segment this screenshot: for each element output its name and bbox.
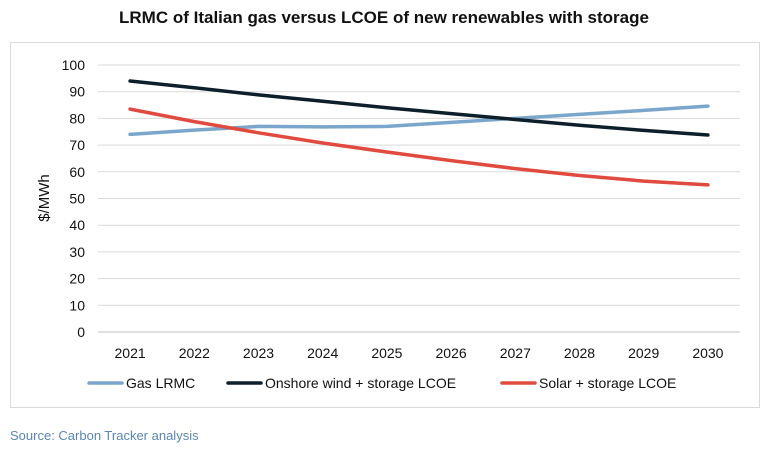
chart-frame bbox=[10, 42, 760, 408]
x-tick-label: 2024 bbox=[307, 345, 338, 361]
x-tick-label: 2026 bbox=[436, 345, 467, 361]
x-axis-ticks: 2021 2022 2023 2024 2025 2026 2027 2028 2029 2030 bbox=[115, 345, 724, 361]
y-tick-label: 30 bbox=[69, 244, 85, 260]
legend: Gas LRMC Onshore wind + storage LCOE Solar… bbox=[87, 375, 676, 391]
y-tick-label: 0 bbox=[77, 324, 85, 340]
x-tick-label: 2030 bbox=[692, 345, 723, 361]
y-tick-label: 40 bbox=[69, 217, 85, 233]
y-axis-label: $/MWh bbox=[36, 174, 53, 222]
y-axis-ticks: 0 10 20 30 40 50 60 70 80 90 100 bbox=[62, 57, 86, 340]
legend-label-2: Onshore wind + storage LCOE bbox=[265, 375, 456, 391]
legend-label-1: Gas LRMC bbox=[126, 375, 195, 391]
series-line-3 bbox=[128, 107, 710, 187]
x-tick-label: 2025 bbox=[371, 345, 402, 361]
x-tick-label: 2021 bbox=[115, 345, 146, 361]
y-tick-label: 90 bbox=[69, 84, 85, 100]
y-tick-label: 70 bbox=[69, 137, 85, 153]
y-tick-label: 10 bbox=[69, 297, 85, 313]
y-tick-label: 20 bbox=[69, 271, 85, 287]
y-tick-label: 100 bbox=[62, 57, 86, 73]
x-tick-label: 2029 bbox=[628, 345, 659, 361]
x-tick-label: 2028 bbox=[564, 345, 595, 361]
y-tick-label: 60 bbox=[69, 164, 85, 180]
series-line-2 bbox=[128, 79, 710, 137]
gridlines bbox=[98, 64, 740, 333]
x-tick-label: 2023 bbox=[243, 345, 274, 361]
series-lines bbox=[128, 79, 710, 187]
x-tick-label: 2022 bbox=[179, 345, 210, 361]
y-tick-label: 80 bbox=[69, 110, 85, 126]
chart-title: LRMC of Italian gas versus LCOE of new r… bbox=[119, 8, 649, 27]
source-note: Source: Carbon Tracker analysis bbox=[10, 428, 199, 443]
x-tick-label: 2027 bbox=[500, 345, 531, 361]
legend-label-3: Solar + storage LCOE bbox=[539, 375, 676, 391]
y-tick-label: 50 bbox=[69, 191, 85, 207]
